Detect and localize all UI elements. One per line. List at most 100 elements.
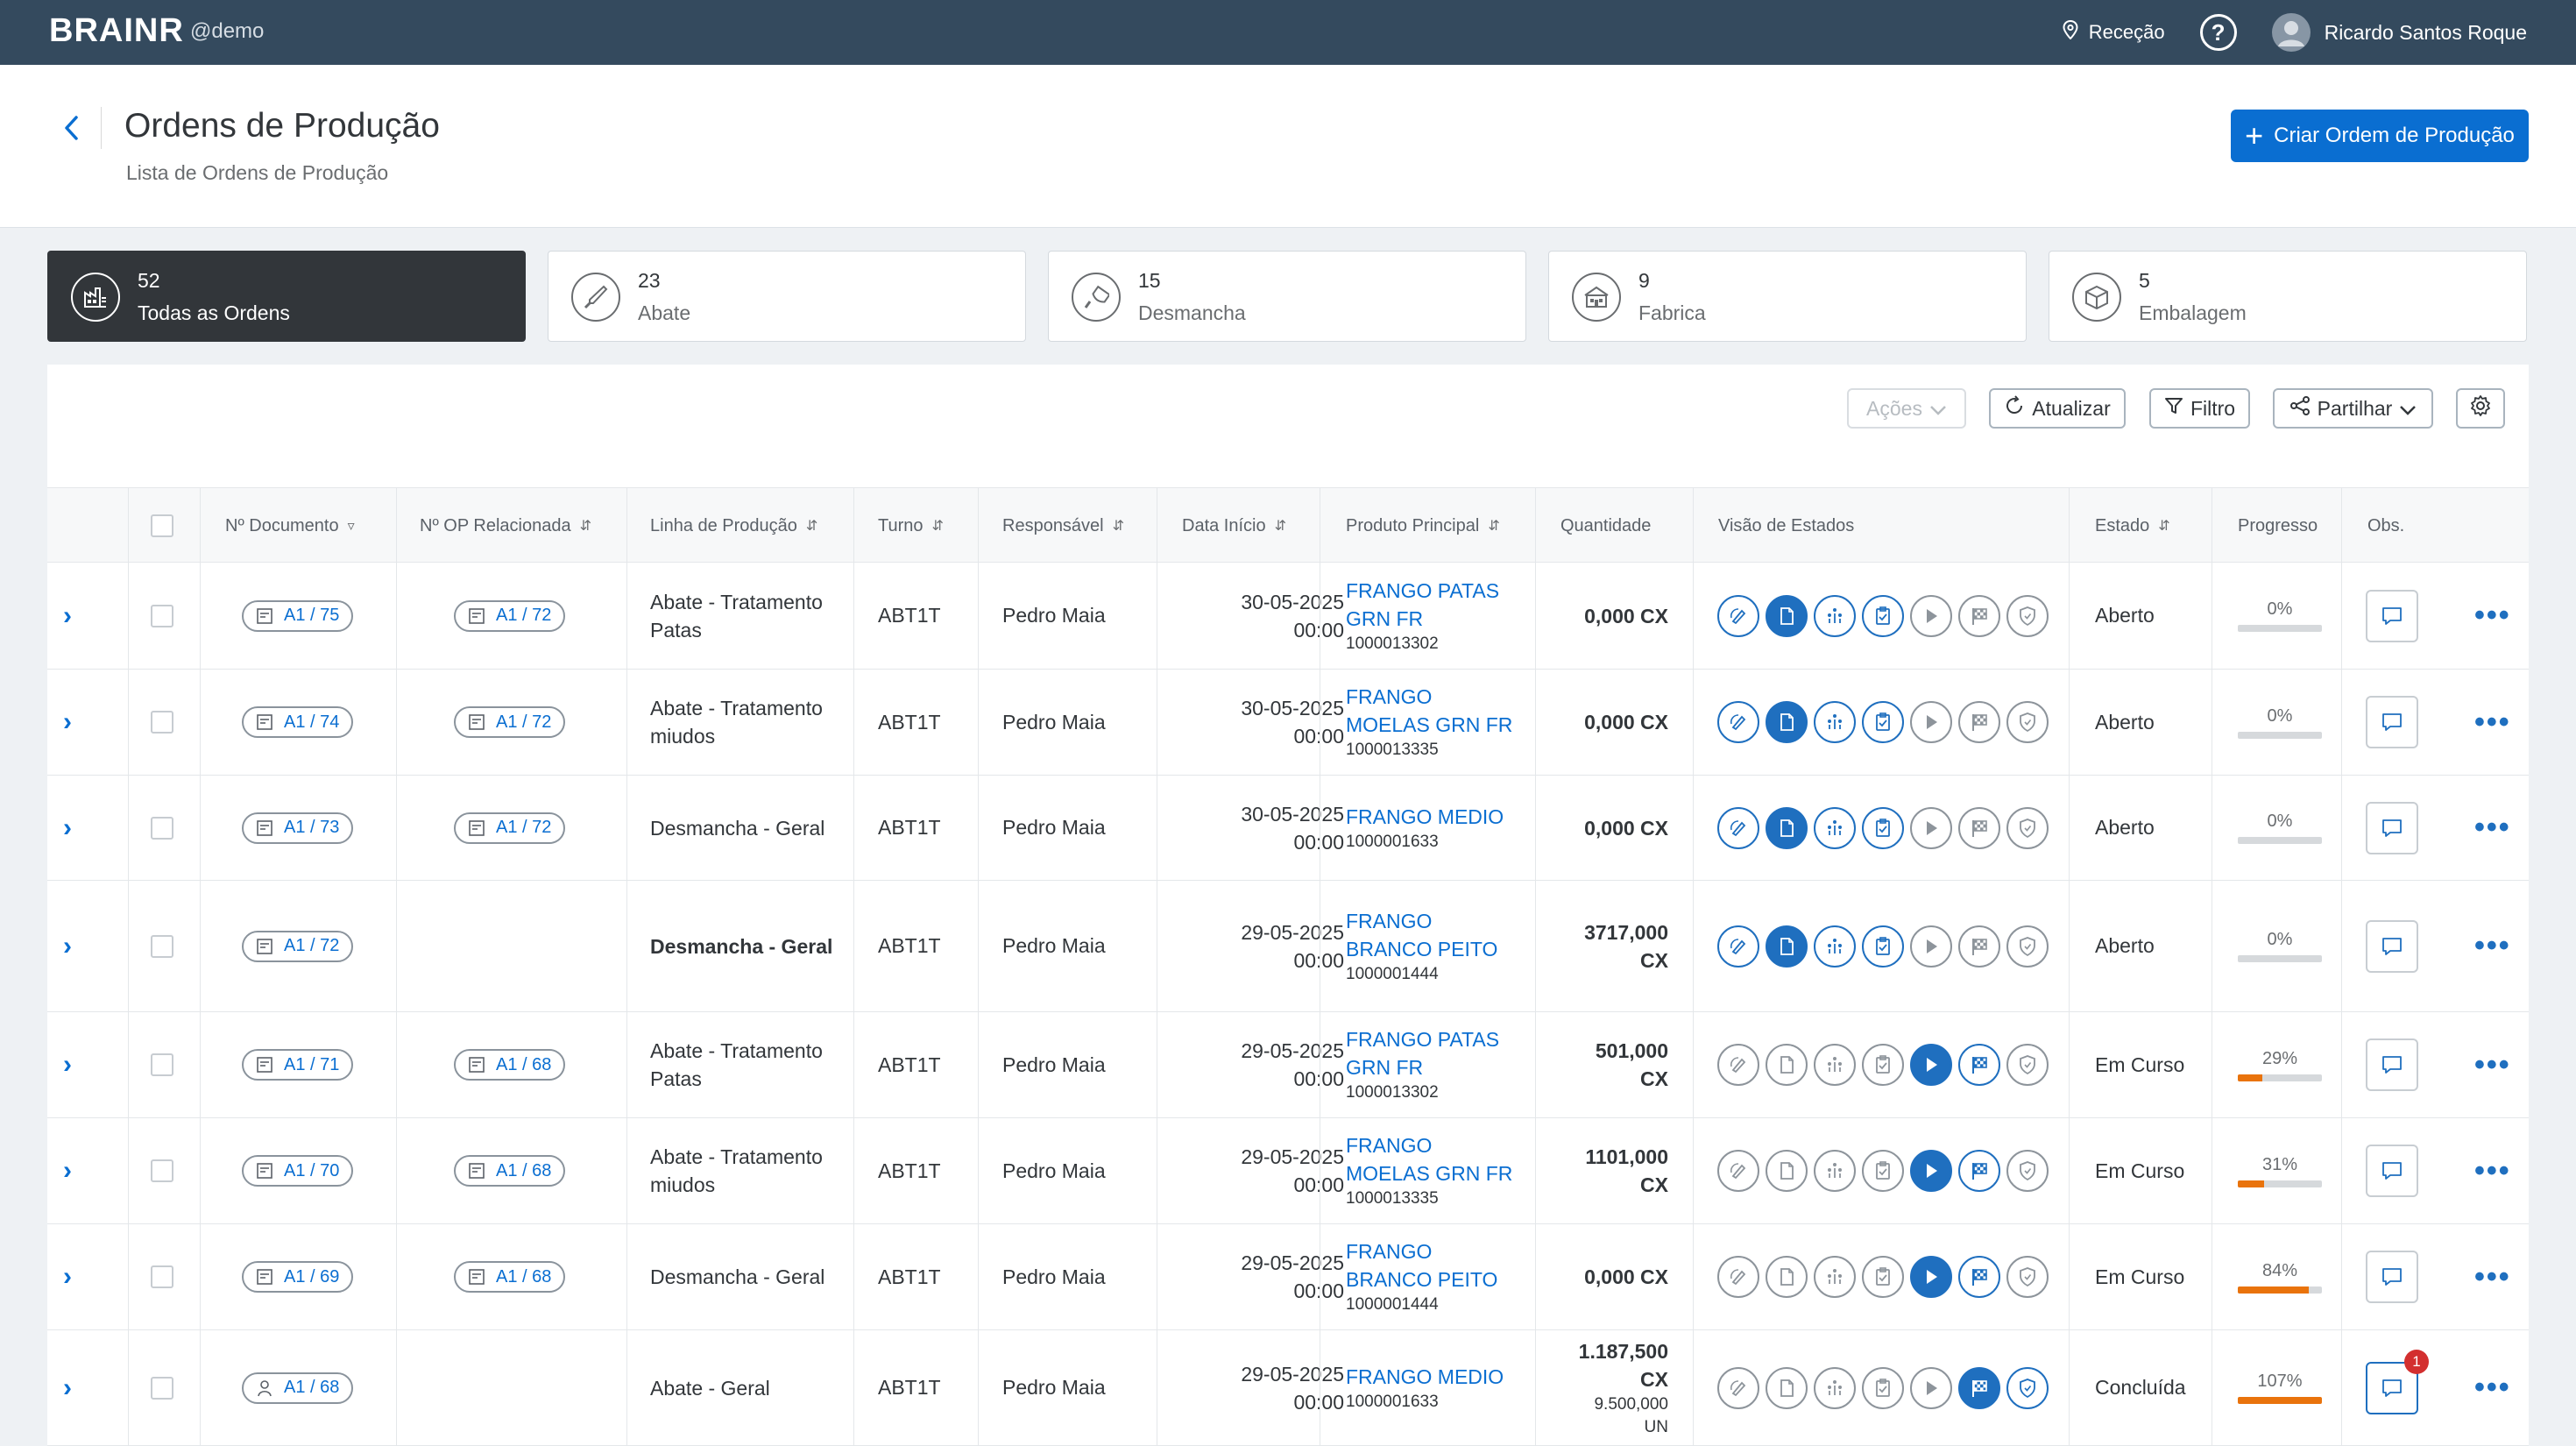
document-icon[interactable] (1766, 1150, 1808, 1192)
expand-row-icon[interactable]: › (63, 1156, 72, 1185)
finish-flag-icon[interactable] (1958, 594, 2000, 637)
planning-icon[interactable] (1717, 1366, 1759, 1409)
planning-icon[interactable] (1717, 1044, 1759, 1086)
expand-row-icon[interactable]: › (63, 931, 72, 960)
checklist-icon[interactable] (1862, 701, 1904, 743)
more-options-icon[interactable]: ••• (2474, 1371, 2511, 1404)
comment-icon[interactable] (2366, 1038, 2418, 1091)
comment-icon[interactable] (2366, 589, 2418, 642)
observations-button[interactable] (2366, 1012, 2418, 1117)
main-product[interactable]: FRANGO MEDIO 1000001633 (1346, 805, 1504, 851)
play-icon[interactable] (1910, 925, 1952, 968)
observations-button[interactable] (2366, 881, 2418, 1011)
quality-shield-icon[interactable] (2006, 1256, 2049, 1298)
finish-flag-icon[interactable] (1958, 925, 2000, 968)
filter-card-desmancha[interactable]: 15 Desmancha (1048, 251, 1526, 342)
planning-icon[interactable] (1717, 925, 1759, 968)
share-button[interactable]: Partilhar (2273, 388, 2433, 429)
expand-row-icon[interactable]: › (63, 1262, 72, 1291)
document-icon[interactable] (1766, 925, 1808, 968)
filter-button[interactable]: Filtro (2149, 388, 2250, 429)
document-icon[interactable] (1766, 806, 1808, 849)
table-row[interactable]: › A1 / 75 A1 / 72 Abate - Tratamento Pata… (47, 563, 2529, 670)
more-options-icon[interactable]: ••• (2474, 1259, 2511, 1294)
more-options-icon[interactable]: ••• (2474, 811, 2511, 844)
filter-card-all[interactable]: 52 Todas as Ordens (47, 251, 526, 342)
play-icon[interactable] (1910, 1366, 1952, 1409)
column-header-shift[interactable]: Turno ⇵ (878, 515, 944, 535)
main-product[interactable]: FRANGO MOELAS GRN FR 1000013335 (1346, 1134, 1513, 1208)
doc-link[interactable]: A1 / 69 (242, 1224, 354, 1329)
document-icon[interactable] (1766, 701, 1808, 743)
checklist-icon[interactable] (1862, 594, 1904, 637)
lots-icon[interactable] (1814, 1256, 1856, 1298)
quality-shield-icon[interactable] (2006, 1366, 2049, 1409)
doc-link[interactable]: A1 / 68 (242, 1330, 354, 1445)
quality-shield-icon[interactable] (2006, 925, 2049, 968)
planning-icon[interactable] (1717, 701, 1759, 743)
planning-icon[interactable] (1717, 594, 1759, 637)
checklist-icon[interactable] (1862, 1256, 1904, 1298)
help-icon[interactable]: ? (2199, 14, 2237, 51)
table-row[interactable]: › A1 / 70 A1 / 68 Abate - Tratamento miud… (47, 1118, 2529, 1224)
table-row[interactable]: › A1 / 71 A1 / 68 Abate - Tratamento Pata… (47, 1012, 2529, 1118)
column-header-line[interactable]: Linha de Produção ⇵ (650, 515, 818, 535)
row-checkbox[interactable] (151, 1118, 173, 1223)
checklist-icon[interactable] (1862, 1150, 1904, 1192)
comment-icon[interactable]: 1 (2366, 1349, 2429, 1414)
actions-button[interactable]: Ações (1847, 388, 1966, 429)
related-op-link[interactable]: A1 / 72 (454, 563, 566, 669)
comment-icon[interactable] (2366, 801, 2418, 854)
location-selector[interactable]: Receção (2063, 19, 2165, 45)
doc-link[interactable]: A1 / 72 (242, 881, 354, 1011)
document-icon[interactable] (1766, 1044, 1808, 1086)
doc-link[interactable]: A1 / 70 (242, 1118, 354, 1223)
comment-icon[interactable] (2366, 1251, 2418, 1303)
play-icon[interactable] (1910, 594, 1952, 637)
row-checkbox[interactable] (151, 563, 173, 669)
table-row[interactable]: › A1 / 72 Desmancha - Geral ABT1T Pedro … (47, 881, 2529, 1012)
finish-flag-icon[interactable] (1958, 701, 2000, 743)
planning-icon[interactable] (1717, 1150, 1759, 1192)
row-checkbox[interactable] (151, 670, 173, 775)
lots-icon[interactable] (1814, 1044, 1856, 1086)
table-row[interactable]: › A1 / 73 A1 / 72 Desmancha - Geral ABT1… (47, 776, 2529, 881)
planning-icon[interactable] (1717, 1256, 1759, 1298)
back-icon[interactable] (56, 110, 86, 145)
lots-icon[interactable] (1814, 806, 1856, 849)
observations-button[interactable] (2366, 563, 2418, 669)
doc-link[interactable]: A1 / 71 (242, 1012, 354, 1117)
user-avatar-icon[interactable] (2271, 13, 2311, 52)
lots-icon[interactable] (1814, 1150, 1856, 1192)
observations-button[interactable]: 1 (2366, 1330, 2429, 1445)
column-header-status[interactable]: Estado ⇵ (2095, 515, 2170, 535)
more-options-icon[interactable]: ••• (2474, 705, 2511, 739)
quality-shield-icon[interactable] (2006, 594, 2049, 637)
quality-shield-icon[interactable] (2006, 701, 2049, 743)
expand-row-icon[interactable]: › (63, 812, 72, 842)
related-op-link[interactable]: A1 / 68 (454, 1012, 566, 1117)
lots-icon[interactable] (1814, 1366, 1856, 1409)
document-icon[interactable] (1766, 1256, 1808, 1298)
column-header-start[interactable]: Data Início ⇵ (1182, 515, 1287, 535)
column-header-related[interactable]: Nº OP Relacionada ⇵ (420, 515, 591, 535)
finish-flag-icon[interactable] (1958, 806, 2000, 849)
main-product[interactable]: FRANGO MEDIO 1000001633 (1346, 1364, 1504, 1411)
main-product[interactable]: FRANGO BRANCO PEITO 1000001444 (1346, 909, 1498, 983)
finish-flag-icon[interactable] (1958, 1366, 2000, 1409)
more-options-icon[interactable]: ••• (2474, 1153, 2511, 1187)
row-checkbox[interactable] (151, 881, 173, 1011)
refresh-button[interactable]: Atualizar (1989, 388, 2126, 429)
comment-icon[interactable] (2366, 696, 2418, 748)
more-options-icon[interactable]: ••• (2474, 1047, 2511, 1081)
expand-row-icon[interactable]: › (63, 600, 72, 630)
settings-button[interactable] (2456, 388, 2505, 429)
related-op-link[interactable]: A1 / 72 (454, 670, 566, 775)
quality-shield-icon[interactable] (2006, 1044, 2049, 1086)
finish-flag-icon[interactable] (1958, 1256, 2000, 1298)
main-product[interactable]: FRANGO PATAS GRN FR 1000013302 (1346, 578, 1500, 653)
comment-icon[interactable] (2366, 919, 2418, 973)
related-op-link[interactable]: A1 / 72 (454, 776, 566, 880)
brand-logo[interactable]: BRAINR (49, 12, 184, 49)
row-checkbox[interactable] (151, 1224, 173, 1329)
